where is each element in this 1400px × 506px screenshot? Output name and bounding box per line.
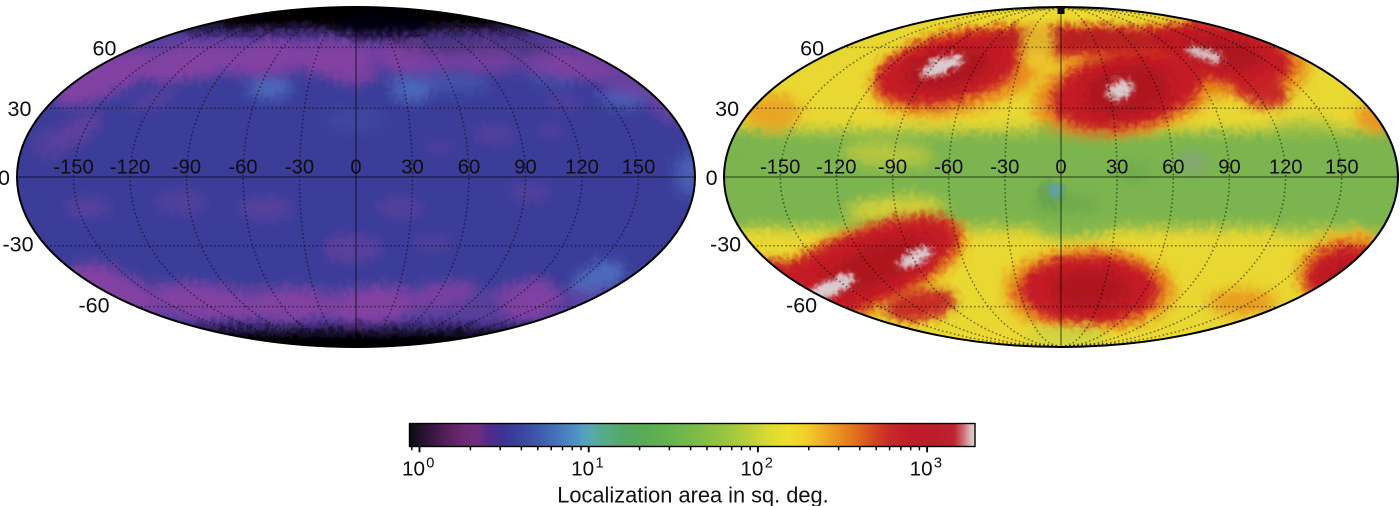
svg-text:0: 0 — [426, 456, 434, 472]
svg-text:30: 30 — [401, 156, 423, 178]
svg-text:120: 120 — [1269, 156, 1303, 178]
svg-text:10: 10 — [910, 458, 933, 481]
svg-text:-60: -60 — [228, 156, 257, 178]
svg-text:3: 3 — [934, 456, 942, 472]
svg-text:90: 90 — [514, 156, 536, 178]
svg-text:150: 150 — [622, 156, 656, 178]
svg-text:0: 0 — [0, 166, 10, 190]
svg-text:0: 0 — [350, 156, 361, 178]
svg-text:10: 10 — [740, 458, 763, 481]
svg-text:30: 30 — [8, 97, 32, 121]
svg-text:30: 30 — [1106, 156, 1128, 178]
svg-text:60: 60 — [1162, 156, 1184, 178]
svg-text:150: 150 — [1325, 156, 1359, 178]
svg-text:-90: -90 — [878, 156, 907, 178]
svg-text:-30: -30 — [710, 233, 741, 257]
svg-text:-60: -60 — [934, 156, 963, 178]
svg-text:10: 10 — [402, 458, 425, 481]
svg-text:-120: -120 — [110, 156, 150, 178]
svg-text:-90: -90 — [172, 156, 201, 178]
svg-text:120: 120 — [565, 156, 599, 178]
svg-text:-150: -150 — [760, 156, 800, 178]
svg-text:Localization area in sq. deg.: Localization area in sq. deg. — [557, 483, 828, 506]
svg-text:90: 90 — [1218, 156, 1240, 178]
svg-text:60: 60 — [458, 156, 480, 178]
svg-text:-60: -60 — [78, 293, 109, 317]
svg-text:1: 1 — [596, 456, 604, 472]
svg-text:0: 0 — [706, 166, 718, 190]
svg-text:30: 30 — [715, 97, 739, 121]
svg-text:0: 0 — [1055, 156, 1066, 178]
svg-text:-150: -150 — [53, 156, 93, 178]
svg-text:2: 2 — [765, 456, 773, 472]
svg-text:-60: -60 — [786, 293, 817, 317]
svg-text:-30: -30 — [990, 156, 1019, 178]
svg-text:60: 60 — [800, 37, 824, 61]
svg-text:-30: -30 — [2, 233, 33, 257]
svg-text:-30: -30 — [285, 156, 314, 178]
svg-text:-120: -120 — [816, 156, 856, 178]
svg-text:10: 10 — [571, 458, 594, 481]
svg-text:60: 60 — [93, 37, 117, 61]
